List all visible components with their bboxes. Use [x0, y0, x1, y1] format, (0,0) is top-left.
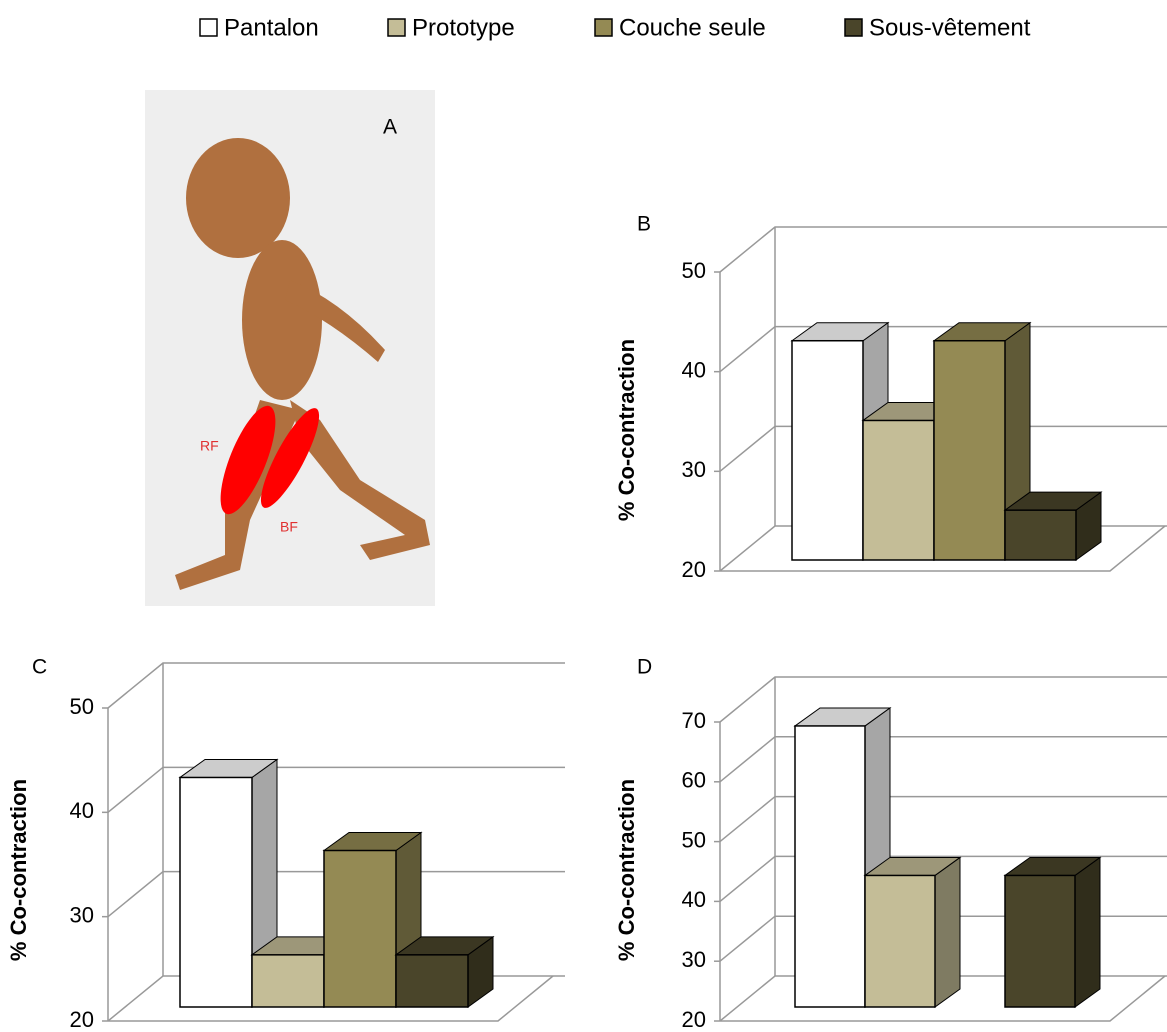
bar: [933, 339, 1006, 561]
y-axis-label: % Co-contraction: [6, 779, 31, 961]
bar: [862, 419, 935, 561]
y-axis-label: % Co-contraction: [614, 779, 639, 961]
panel-label: A: [383, 116, 397, 139]
grid-line: [719, 676, 1167, 723]
y-tick-label: 70: [682, 708, 706, 733]
muscle-bf: [260, 408, 320, 508]
y-tick-label: 30: [682, 457, 706, 482]
y-tick-label: 40: [70, 798, 94, 823]
bar: [323, 849, 397, 1008]
panel-label: D: [637, 656, 652, 679]
grid-line: [719, 736, 1167, 783]
chart: 20 30 40 50 % Co-contraction B: [614, 213, 1167, 582]
y-tick-label: 40: [682, 887, 706, 912]
muscle-label: RF: [200, 438, 219, 454]
grid-line: [107, 662, 565, 709]
y-tick-label: 20: [70, 1007, 94, 1032]
grid-line: [107, 766, 565, 813]
legend-label: Sous-vêtement: [869, 14, 1031, 41]
chart: 20 30 40 50 60 70 % Co-contraction D: [614, 656, 1167, 1032]
legend-label: Couche seule: [619, 14, 766, 41]
floor: [108, 975, 554, 1022]
panel-label: C: [32, 656, 47, 679]
illustration: A RF BF: [145, 90, 435, 606]
y-tick-label: 20: [682, 1007, 706, 1032]
legend-swatch: [844, 18, 863, 37]
legend-swatch: [387, 18, 406, 37]
grid-line: [719, 795, 1167, 843]
bar: [791, 339, 864, 561]
y-tick-label: 40: [682, 357, 706, 382]
legend-label: Pantalon: [224, 14, 319, 41]
y-tick-label: 30: [70, 902, 94, 927]
bar: [251, 954, 325, 1008]
muscle-label: BF: [280, 519, 298, 535]
bar: [395, 954, 469, 1008]
y-axis-label: % Co-contraction: [614, 339, 639, 521]
y-tick-label: 50: [682, 827, 706, 852]
bar: [1004, 509, 1077, 561]
legend-swatch: [199, 18, 218, 37]
bar: [1004, 874, 1076, 1008]
y-tick-label: 50: [682, 258, 706, 283]
legend-label: Prototype: [412, 14, 515, 41]
bar-side: [934, 856, 961, 1008]
grid-line: [719, 425, 1167, 472]
legend-swatch: [594, 18, 613, 37]
muscle-rf: [220, 405, 276, 515]
panel-label: B: [637, 213, 651, 236]
y-tick-label: 60: [682, 768, 706, 793]
y-tick-label: 50: [70, 694, 94, 719]
floor: [720, 975, 1166, 1022]
grid-line: [107, 870, 565, 918]
grid-line: [719, 855, 1167, 902]
bar: [179, 776, 253, 1008]
y-tick-label: 20: [682, 557, 706, 582]
bar: [794, 725, 866, 1008]
floor: [720, 525, 1166, 572]
chart: 20 30 40 50 % Co-contraction C: [6, 656, 565, 1032]
bar: [864, 874, 936, 1008]
grid-line: [719, 226, 1167, 273]
y-tick-label: 30: [682, 947, 706, 972]
grid-line: [719, 325, 1167, 373]
bar-side: [1074, 856, 1101, 1008]
